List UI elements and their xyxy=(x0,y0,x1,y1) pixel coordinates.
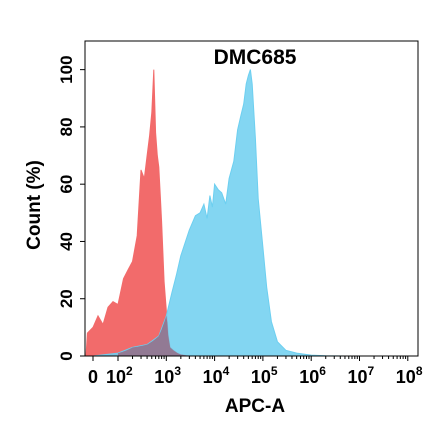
x-tick-label: 105 xyxy=(251,364,278,387)
y-tick-label: 20 xyxy=(57,289,76,308)
y-tick-label: 80 xyxy=(57,117,76,136)
y-axis-label: Count (%) xyxy=(24,160,45,250)
plot-frame xyxy=(84,40,419,357)
plot-series xyxy=(85,69,408,357)
histogram-overlap xyxy=(118,315,195,356)
x-ticks: 0 102 103 104 105 106 107 108 xyxy=(88,356,423,387)
x-tick-label: 102 xyxy=(106,364,133,387)
x-tick-label: 103 xyxy=(154,364,181,387)
y-ticks: 0 20 40 60 80 100 xyxy=(57,55,85,361)
x-tick-label: 104 xyxy=(203,364,230,387)
y-tick-label: 0 xyxy=(57,351,76,360)
x-tick-label: 0 xyxy=(88,367,98,387)
x-axis-label: APC-A xyxy=(225,396,285,417)
histogram-series-2 xyxy=(86,69,408,357)
x-tick-label: 106 xyxy=(299,364,326,387)
y-tick-label: 60 xyxy=(57,175,76,194)
y-tick-label: 40 xyxy=(57,232,76,251)
x-tick-label: 108 xyxy=(396,364,423,387)
x-tick-label: 107 xyxy=(348,364,375,387)
chart-title: DMC685 xyxy=(214,46,297,69)
y-tick-label: 100 xyxy=(57,55,76,83)
